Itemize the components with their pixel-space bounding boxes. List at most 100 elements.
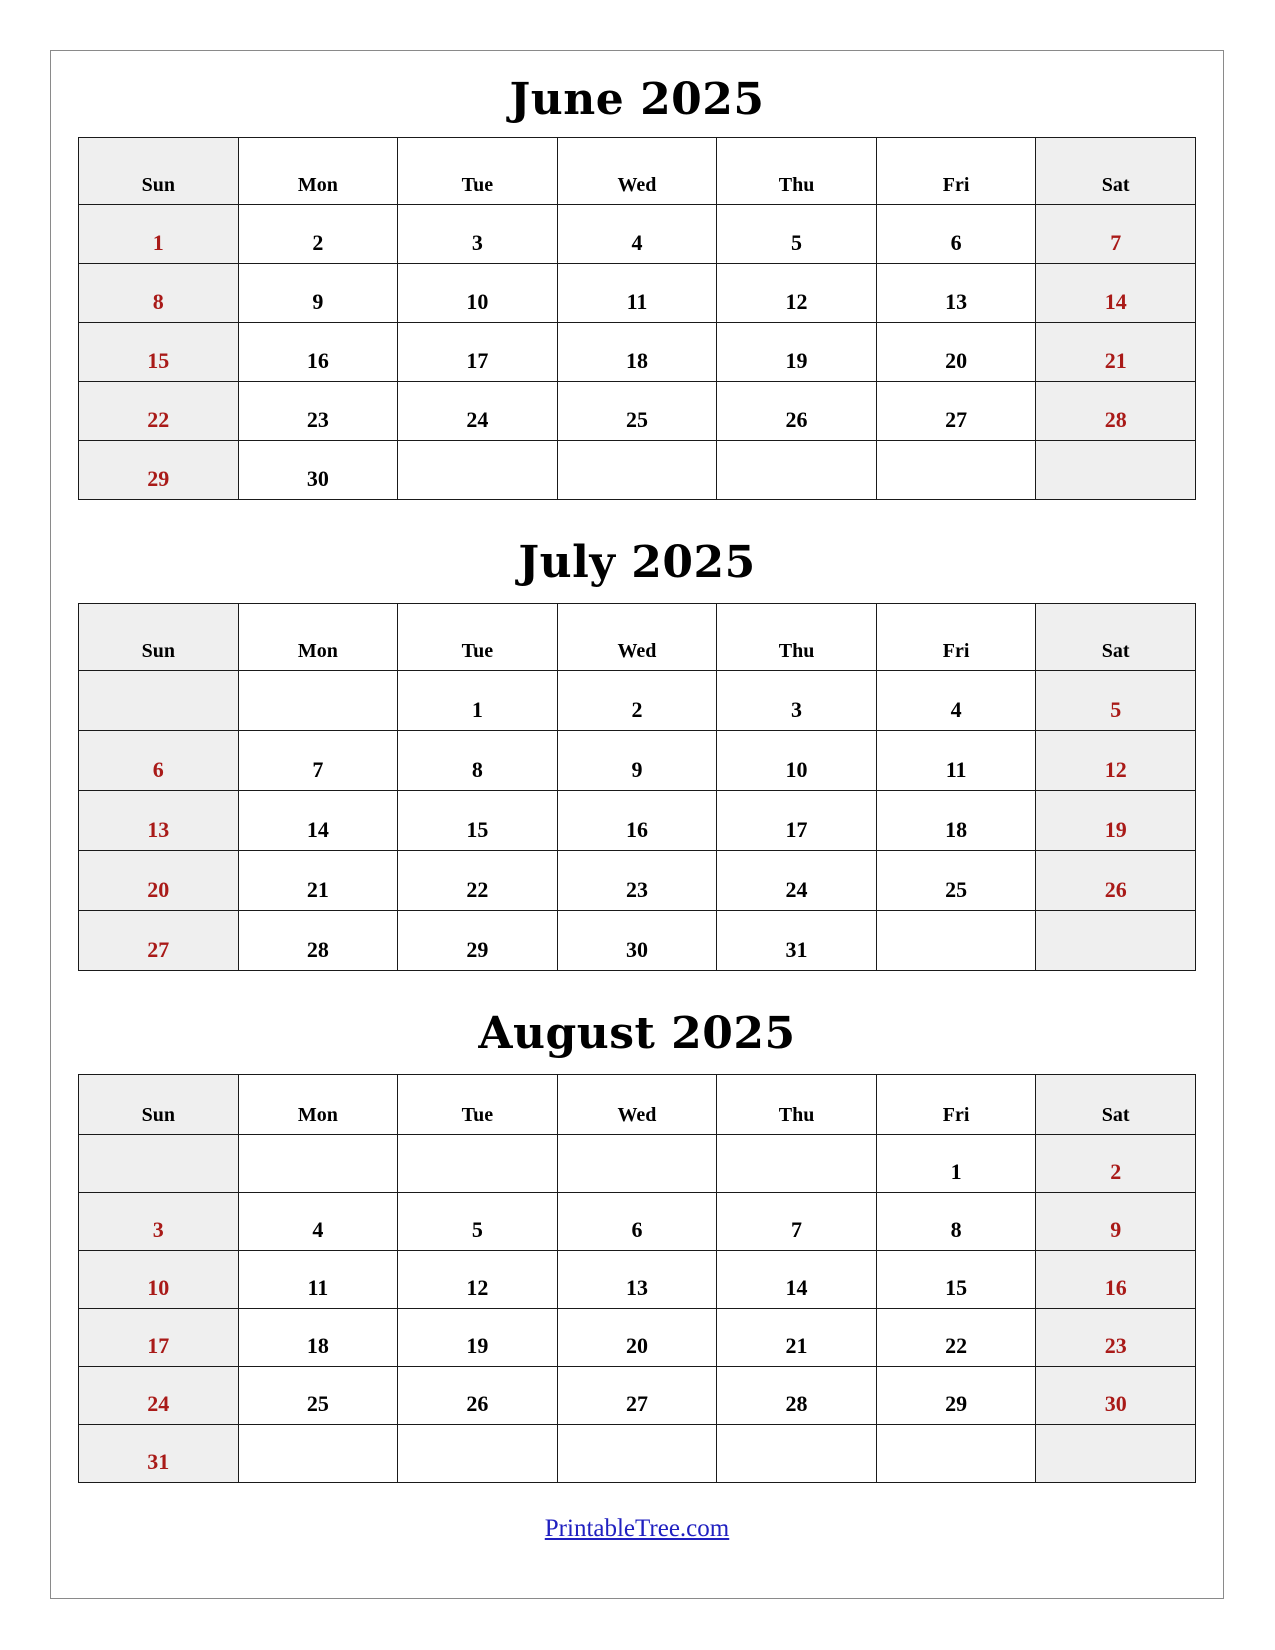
- day-cell[interactable]: 14: [716, 1250, 877, 1309]
- day-cell[interactable]: 1: [78, 204, 239, 264]
- day-cell[interactable]: [556, 1134, 718, 1193]
- day-cell[interactable]: 5: [397, 1192, 558, 1251]
- day-cell[interactable]: 1: [397, 670, 558, 731]
- day-cell[interactable]: 5: [1035, 670, 1196, 731]
- printabletree-link[interactable]: PrintableTree.com: [544, 1515, 730, 1542]
- day-cell[interactable]: 29: [78, 440, 239, 500]
- day-cell[interactable]: 16: [1035, 1250, 1196, 1309]
- day-cell[interactable]: 15: [875, 1250, 1037, 1309]
- day-cell[interactable]: 8: [397, 730, 558, 791]
- day-cell[interactable]: 9: [1035, 1192, 1196, 1251]
- day-cell[interactable]: 24: [716, 850, 877, 911]
- day-cell[interactable]: 15: [397, 790, 558, 851]
- day-cell[interactable]: 12: [397, 1250, 558, 1309]
- day-cell[interactable]: 4: [237, 1192, 399, 1251]
- day-cell[interactable]: 16: [556, 790, 718, 851]
- day-cell[interactable]: 27: [875, 381, 1037, 441]
- day-cell[interactable]: [397, 1424, 558, 1483]
- day-cell[interactable]: 26: [1035, 850, 1196, 911]
- day-cell[interactable]: 13: [78, 790, 239, 851]
- day-cell[interactable]: 27: [556, 1366, 718, 1425]
- day-cell[interactable]: 21: [237, 850, 399, 911]
- day-cell[interactable]: 30: [1035, 1366, 1196, 1425]
- day-cell[interactable]: 26: [397, 1366, 558, 1425]
- day-cell[interactable]: [78, 670, 239, 731]
- day-cell[interactable]: 11: [237, 1250, 399, 1309]
- day-cell[interactable]: 30: [237, 440, 399, 500]
- day-cell[interactable]: 23: [556, 850, 718, 911]
- day-cell[interactable]: 24: [78, 1366, 239, 1425]
- day-cell[interactable]: 7: [237, 730, 399, 791]
- day-cell[interactable]: 18: [237, 1308, 399, 1367]
- day-cell[interactable]: 31: [716, 910, 877, 971]
- day-cell[interactable]: 10: [716, 730, 877, 791]
- day-cell[interactable]: 30: [556, 910, 718, 971]
- day-cell[interactable]: 11: [875, 730, 1037, 791]
- day-cell[interactable]: 8: [875, 1192, 1037, 1251]
- day-cell[interactable]: 19: [716, 322, 877, 382]
- day-cell[interactable]: [1035, 440, 1196, 500]
- day-cell[interactable]: 2: [556, 670, 718, 731]
- day-cell[interactable]: 17: [397, 322, 558, 382]
- day-cell[interactable]: [78, 1134, 239, 1193]
- day-cell[interactable]: 25: [875, 850, 1037, 911]
- day-cell[interactable]: 13: [556, 1250, 718, 1309]
- day-cell[interactable]: 22: [397, 850, 558, 911]
- day-cell[interactable]: [716, 1134, 877, 1193]
- day-cell[interactable]: 7: [716, 1192, 877, 1251]
- day-cell[interactable]: 21: [716, 1308, 877, 1367]
- day-cell[interactable]: 12: [716, 263, 877, 323]
- day-cell[interactable]: 6: [78, 730, 239, 791]
- day-cell[interactable]: 28: [237, 910, 399, 971]
- day-cell[interactable]: [556, 440, 718, 500]
- day-cell[interactable]: 28: [1035, 381, 1196, 441]
- day-cell[interactable]: 11: [556, 263, 718, 323]
- day-cell[interactable]: 26: [716, 381, 877, 441]
- day-cell[interactable]: [716, 1424, 877, 1483]
- day-cell[interactable]: [716, 440, 877, 500]
- day-cell[interactable]: [397, 440, 558, 500]
- day-cell[interactable]: [1035, 1424, 1196, 1483]
- day-cell[interactable]: [556, 1424, 718, 1483]
- day-cell[interactable]: 2: [237, 204, 399, 264]
- day-cell[interactable]: 23: [1035, 1308, 1196, 1367]
- day-cell[interactable]: [1035, 910, 1196, 971]
- day-cell[interactable]: 12: [1035, 730, 1196, 791]
- day-cell[interactable]: 3: [716, 670, 877, 731]
- day-cell[interactable]: 5: [716, 204, 877, 264]
- day-cell[interactable]: [237, 1134, 399, 1193]
- day-cell[interactable]: 28: [716, 1366, 877, 1425]
- day-cell[interactable]: 7: [1035, 204, 1196, 264]
- day-cell[interactable]: 9: [556, 730, 718, 791]
- day-cell[interactable]: 18: [875, 790, 1037, 851]
- day-cell[interactable]: 24: [397, 381, 558, 441]
- day-cell[interactable]: 31: [78, 1424, 239, 1483]
- day-cell[interactable]: 18: [556, 322, 718, 382]
- day-cell[interactable]: [397, 1134, 558, 1193]
- day-cell[interactable]: 22: [875, 1308, 1037, 1367]
- day-cell[interactable]: 4: [556, 204, 718, 264]
- day-cell[interactable]: 17: [716, 790, 877, 851]
- day-cell[interactable]: 25: [237, 1366, 399, 1425]
- day-cell[interactable]: 19: [1035, 790, 1196, 851]
- day-cell[interactable]: 2: [1035, 1134, 1196, 1193]
- day-cell[interactable]: 20: [556, 1308, 718, 1367]
- day-cell[interactable]: 14: [1035, 263, 1196, 323]
- day-cell[interactable]: 13: [875, 263, 1037, 323]
- day-cell[interactable]: 6: [556, 1192, 718, 1251]
- day-cell[interactable]: 20: [875, 322, 1037, 382]
- day-cell[interactable]: 27: [78, 910, 239, 971]
- day-cell[interactable]: [875, 440, 1037, 500]
- day-cell[interactable]: [237, 670, 399, 731]
- day-cell[interactable]: 3: [397, 204, 558, 264]
- day-cell[interactable]: 17: [78, 1308, 239, 1367]
- day-cell[interactable]: 19: [397, 1308, 558, 1367]
- day-cell[interactable]: 29: [875, 1366, 1037, 1425]
- day-cell[interactable]: 10: [397, 263, 558, 323]
- day-cell[interactable]: 9: [237, 263, 399, 323]
- day-cell[interactable]: 16: [237, 322, 399, 382]
- day-cell[interactable]: 29: [397, 910, 558, 971]
- day-cell[interactable]: 8: [78, 263, 239, 323]
- day-cell[interactable]: 25: [556, 381, 718, 441]
- day-cell[interactable]: 1: [875, 1134, 1037, 1193]
